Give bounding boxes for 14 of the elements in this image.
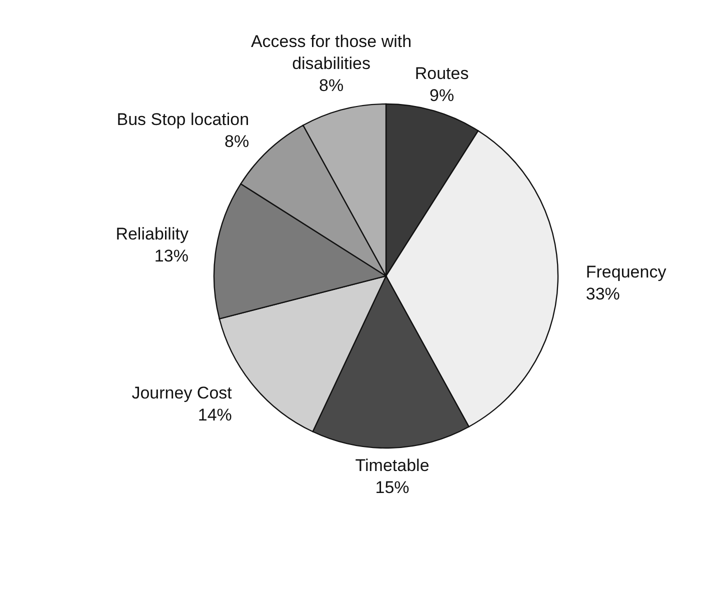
data-label: 15% [375,478,410,497]
slice-label: Access for those with disabilities [250,32,412,73]
data-label: 14% [198,405,232,424]
slice-label: Timetable [355,456,430,475]
slice-label: Journey Cost [132,383,232,402]
data-label: 9% [430,86,454,105]
data-label: 8% [224,132,250,152]
data-label: 8% [319,76,344,95]
slice-label: Frequency [586,262,667,282]
slice-label: Bus Stop location [116,110,250,130]
data-label: 13% [154,246,188,266]
slice-label: Routes [414,64,469,83]
data-label: 33% [586,284,620,304]
slice-label: Reliability [116,224,189,244]
